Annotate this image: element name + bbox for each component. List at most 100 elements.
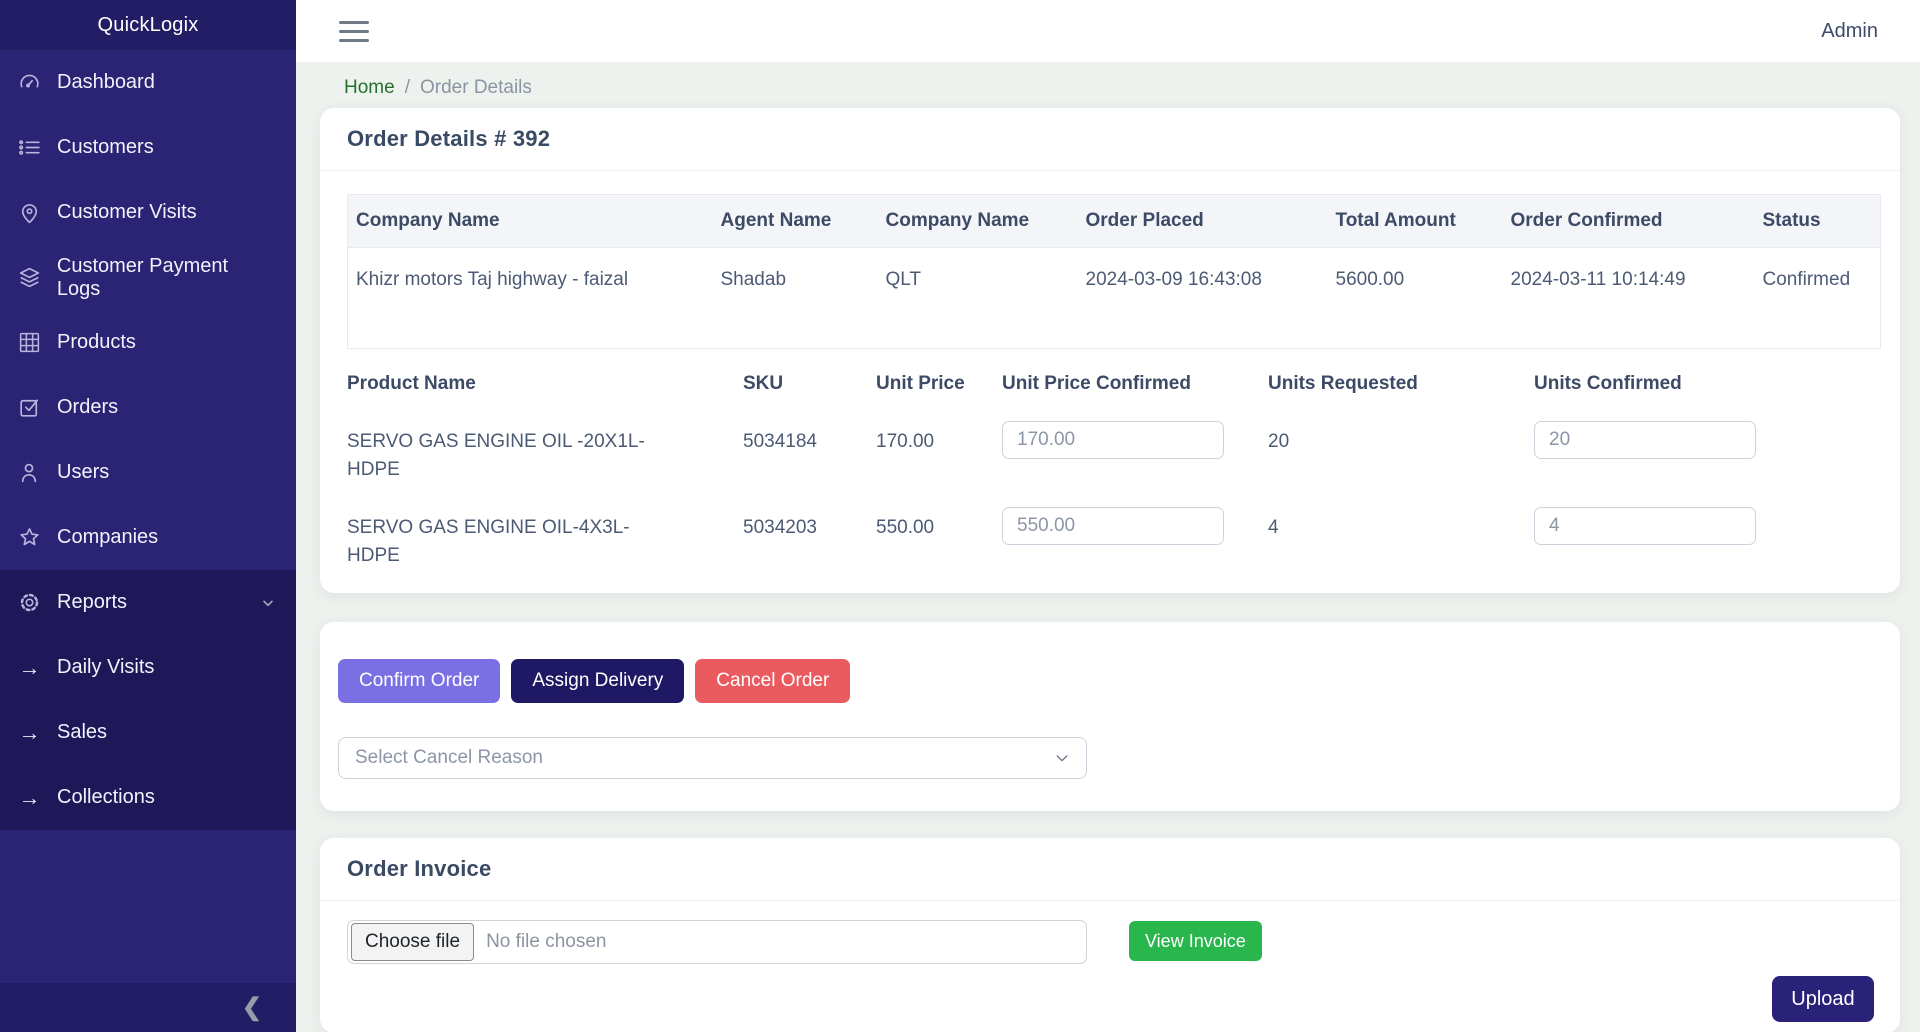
sidebar-item-collections[interactable]: → Collections: [0, 765, 296, 830]
sidebar-footer: ❮: [0, 983, 296, 1032]
page-content: Home / Order Details Order Details # 392: [296, 62, 1920, 1032]
company-name-cell: Khizr motors Taj highway - faizal: [347, 247, 713, 349]
column-header: Agent Name: [712, 194, 878, 248]
order-details-card-header: Order Details # 392: [320, 108, 1900, 171]
cancel-reason-selected-value: Select Cancel Reason: [355, 747, 543, 769]
sidebar-item-label: Sales: [57, 721, 108, 743]
order-details-card-body: Company Name Agent Name Company Name Ord…: [320, 171, 1900, 593]
action-buttons: Confirm Order Assign Delivery Cancel Ord…: [338, 659, 1882, 704]
sidebar-item-customers[interactable]: Customers: [0, 115, 296, 180]
sidebar-item-label: Customers: [57, 136, 154, 158]
order-confirmed-cell: 2024-03-11 10:14:49: [1502, 247, 1755, 349]
main-area: Admin Home / Order Details Order Details…: [296, 0, 1920, 1032]
sidebar-item-label: Daily Visits: [57, 656, 155, 678]
page-title: Order Details # 392: [347, 126, 551, 151]
unit-price: 170.00: [876, 431, 935, 452]
invoice-file-input[interactable]: Choose file No file chosen: [347, 920, 1087, 965]
column-header: SKU: [743, 373, 784, 394]
cancel-reason-select[interactable]: Select Cancel Reason: [338, 737, 1087, 780]
products-table: Product Name SKU Unit Price Unit Price C…: [347, 373, 1880, 569]
sidebar-item-label: Orders: [57, 396, 119, 418]
chevron-down-icon: [1054, 750, 1070, 766]
sidebar-item-customer-payment-logs[interactable]: Customer Payment Logs: [0, 245, 296, 310]
topbar: Admin: [296, 0, 1920, 62]
product-row: SERVO GAS ENGINE OIL -20X1L-HDPE 5034184…: [347, 421, 1880, 483]
column-header: Total Amount: [1327, 194, 1503, 248]
total-amount-cell: 5600.00: [1327, 247, 1503, 349]
view-invoice-button[interactable]: View Invoice: [1129, 921, 1262, 962]
reports-group: Reports → Daily Visits → Sales → Collect…: [0, 570, 296, 830]
arrow-right-icon: →: [18, 719, 41, 745]
sidebar-item-label: Users: [57, 461, 110, 483]
file-chosen-text: No file chosen: [486, 931, 607, 953]
units-confirmed-input[interactable]: [1534, 507, 1756, 546]
products-header-row: Product Name SKU Unit Price Unit Price C…: [347, 373, 1880, 397]
order-summary-table: Company Name Agent Name Company Name Ord…: [347, 194, 1881, 349]
invoice-section-title: Order Invoice: [347, 856, 492, 882]
product-name: SERVO GAS ENGINE OIL -20X1L-HDPE: [347, 431, 645, 480]
order-invoice-card-body: Choose file No file chosen View Invoice …: [320, 901, 1900, 1032]
hamburger-menu-icon[interactable]: [339, 20, 369, 42]
order-invoice-card: Order Invoice Choose file No file chosen…: [320, 838, 1900, 1032]
units-requested: 20: [1268, 431, 1290, 452]
column-header: Company Name: [877, 194, 1078, 248]
user-icon: [16, 459, 43, 486]
column-header: Unit Price Confirmed: [1002, 373, 1191, 394]
gauge-icon: [16, 69, 43, 96]
company-cell: QLT: [877, 247, 1078, 349]
column-header: Order Placed: [1077, 194, 1328, 248]
upload-button[interactable]: Upload: [1772, 976, 1874, 1023]
product-name: SERVO GAS ENGINE OIL-4X3L-HDPE: [347, 517, 630, 566]
choose-file-button[interactable]: Choose file: [351, 923, 475, 962]
confirm-order-button[interactable]: Confirm Order: [338, 659, 501, 704]
sidebar-item-label: Products: [57, 331, 136, 353]
column-header: Status: [1754, 194, 1881, 248]
unit-price-confirmed-input[interactable]: [1002, 507, 1224, 546]
sidebar-item-daily-visits[interactable]: → Daily Visits: [0, 635, 296, 700]
breadcrumb: Home / Order Details: [320, 74, 1900, 102]
units-confirmed-input[interactable]: [1534, 421, 1756, 459]
sidebar-item-orders[interactable]: Orders: [0, 375, 296, 440]
arrow-right-icon: →: [18, 654, 41, 680]
unit-price-confirmed-input[interactable]: [1002, 421, 1224, 459]
star-icon: [16, 524, 43, 551]
check-square-icon: [16, 394, 43, 421]
sidebar-item-label: Customer Visits: [57, 201, 197, 223]
assign-delivery-button[interactable]: Assign Delivery: [511, 659, 685, 704]
product-sku: 5034184: [743, 431, 817, 452]
gear-icon: [16, 589, 43, 616]
grid-icon: [16, 329, 43, 356]
order-actions-card: Confirm Order Assign Delivery Cancel Ord…: [320, 622, 1900, 812]
breadcrumb-current: Order Details: [419, 77, 532, 98]
status-badge: Confirmed: [1754, 247, 1881, 349]
column-header: Company Name: [347, 194, 713, 248]
sidebar-item-reports[interactable]: Reports: [0, 570, 296, 635]
column-header: Units Confirmed: [1534, 373, 1682, 394]
column-header: Product Name: [347, 373, 476, 394]
bullet-list-icon: [16, 134, 43, 161]
sidebar-item-sales[interactable]: → Sales: [0, 700, 296, 765]
sidebar-item-dashboard[interactable]: Dashboard: [0, 50, 296, 115]
collapse-sidebar-icon[interactable]: ❮: [241, 993, 262, 1021]
order-placed-cell: 2024-03-09 16:43:08: [1077, 247, 1328, 349]
breadcrumb-home-link[interactable]: Home: [344, 77, 395, 98]
arrow-right-icon: →: [18, 784, 41, 810]
invoice-file-row: Choose file No file chosen View Invoice: [347, 920, 1874, 965]
unit-price: 550.00: [876, 517, 935, 539]
sidebar-item-companies[interactable]: Companies: [0, 505, 296, 570]
sidebar-item-users[interactable]: Users: [0, 440, 296, 505]
sidebar-item-products[interactable]: Products: [0, 310, 296, 375]
sidebar-item-label: Dashboard: [57, 71, 155, 93]
order-summary-header-row: Company Name Agent Name Company Name Ord…: [347, 194, 1881, 248]
sidebar-item-customer-visits[interactable]: Customer Visits: [0, 180, 296, 245]
breadcrumb-separator: /: [404, 77, 410, 98]
order-invoice-card-header: Order Invoice: [320, 838, 1900, 902]
cancel-order-button[interactable]: Cancel Order: [695, 659, 851, 704]
layers-icon: [16, 264, 43, 291]
column-header: Unit Price: [876, 373, 965, 394]
order-details-card: Order Details # 392 Company Name Agent N…: [320, 108, 1900, 594]
sidebar-item-label: Companies: [57, 526, 159, 548]
user-menu[interactable]: Admin: [1821, 19, 1878, 42]
order-summary-row: Khizr motors Taj highway - faizal Shadab…: [347, 247, 1881, 349]
